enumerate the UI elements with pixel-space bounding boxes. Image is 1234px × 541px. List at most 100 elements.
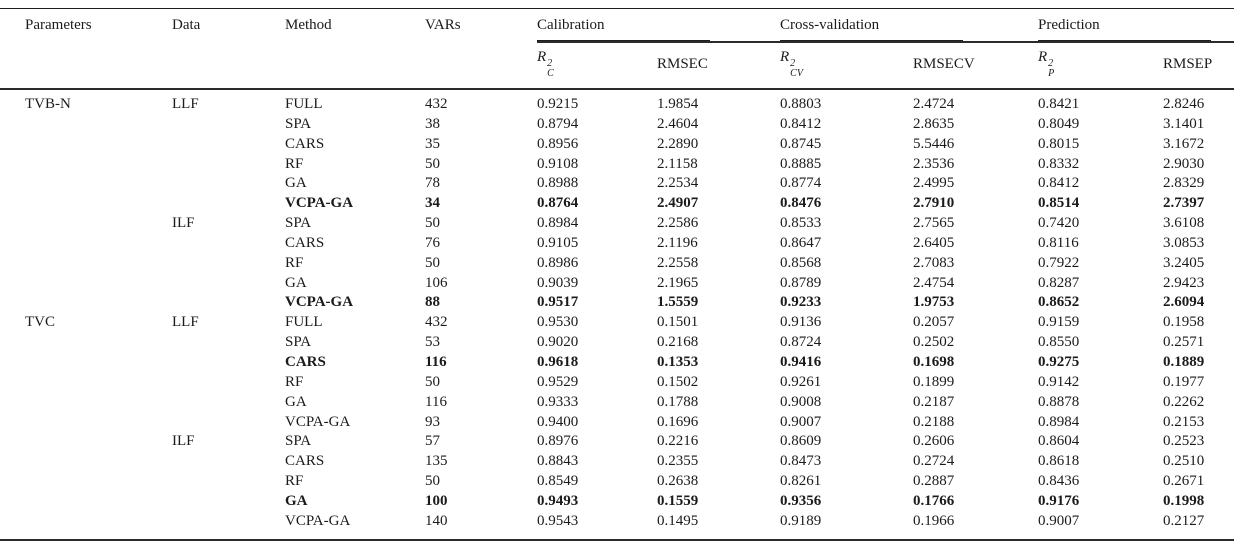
cell-vars: 38 bbox=[425, 115, 440, 132]
cell-r2p: 0.8878 bbox=[1038, 393, 1080, 410]
cell-r2cv: 0.8476 bbox=[780, 195, 822, 212]
cell-r2cv: 0.9356 bbox=[780, 492, 822, 509]
r-squared-notation: R 2 CV bbox=[780, 49, 803, 79]
cell-parameters bbox=[0, 452, 172, 472]
results-table-container: Parameters Data Method VARs Calibration … bbox=[0, 8, 1234, 541]
cell-r2cv: 0.8412 bbox=[780, 115, 822, 132]
cell-vars: 100 bbox=[425, 492, 448, 509]
cell-rmsec: 0.2168 bbox=[657, 334, 699, 351]
cell-rmsecv: 2.4724 bbox=[913, 96, 955, 112]
cell-rmsep: 2.6094 bbox=[1163, 294, 1205, 311]
cell-data: ILF bbox=[172, 433, 195, 450]
table-body: TVB-N LLF FULL 432 0.9215 1.9854 0.8803 2.4724 0… bbox=[0, 89, 1234, 540]
cell-parameters bbox=[0, 432, 172, 452]
table-row: CARS 135 0.8843 0.2355 0.8473 0.2724 0.8618 0.2… bbox=[0, 452, 1234, 472]
cell-parameters bbox=[0, 512, 172, 540]
cell-data bbox=[172, 194, 285, 214]
cell-data bbox=[172, 452, 285, 472]
cell-r2cv: 0.9136 bbox=[780, 314, 822, 331]
cell-vars: 35 bbox=[425, 135, 440, 152]
cell-data bbox=[172, 234, 285, 254]
cell-r2cv: 0.8473 bbox=[780, 453, 822, 470]
cell-r2c: 0.8984 bbox=[537, 215, 579, 232]
cell-rmsep: 0.1977 bbox=[1163, 373, 1205, 390]
cell-r2p: 0.9142 bbox=[1038, 373, 1080, 390]
cell-r2cv: 0.8724 bbox=[780, 334, 822, 351]
cell-vars: 106 bbox=[425, 274, 448, 291]
cell-rmsep: 0.2510 bbox=[1163, 453, 1205, 470]
cell-rmsecv: 0.2502 bbox=[913, 334, 955, 351]
cell-rmsep: 2.7397 bbox=[1163, 195, 1205, 212]
cell-rmsep: 2.8246 bbox=[1163, 96, 1205, 112]
cell-rmsep: 0.2262 bbox=[1163, 393, 1205, 410]
table-row: VCPA-GA 93 0.9400 0.1696 0.9007 0.2188 0.8984 0… bbox=[0, 413, 1234, 433]
cell-data bbox=[172, 115, 285, 135]
cell-r2cv: 0.9416 bbox=[780, 353, 822, 370]
cell-data bbox=[172, 472, 285, 492]
cell-rmsep: 3.1401 bbox=[1163, 115, 1205, 132]
cell-parameters bbox=[0, 194, 172, 214]
cell-rmsec: 0.1495 bbox=[657, 512, 699, 529]
cell-rmsec: 0.1353 bbox=[657, 353, 699, 370]
table-row: CARS 76 0.9105 2.1196 0.8647 2.6405 0.8116 3.08… bbox=[0, 234, 1234, 254]
group-label: Calibration bbox=[537, 17, 710, 41]
group-label: Prediction bbox=[1038, 17, 1211, 41]
cell-r2c: 0.8986 bbox=[537, 254, 579, 271]
cell-r2p: 0.9007 bbox=[1038, 512, 1080, 529]
cell-r2p: 0.7922 bbox=[1038, 254, 1080, 271]
cell-method: RF bbox=[285, 155, 304, 172]
col-header-method: Method bbox=[285, 8, 425, 90]
cell-parameters bbox=[0, 274, 172, 294]
cell-vars: 53 bbox=[425, 334, 440, 351]
header-row-groups: Parameters Data Method VARs Calibration … bbox=[0, 8, 1234, 90]
cell-data bbox=[172, 393, 285, 413]
cell-r2p: 0.8049 bbox=[1038, 115, 1080, 132]
cell-r2cv: 0.8885 bbox=[780, 155, 822, 172]
cell-r2c: 0.9333 bbox=[537, 393, 579, 410]
table-row: ILF SPA 50 0.8984 2.2586 0.8533 2.7565 0.7420 3.… bbox=[0, 214, 1234, 234]
table-row: GA 106 0.9039 2.1965 0.8789 2.4754 0.8287 2.942… bbox=[0, 274, 1234, 294]
cell-data: ILF bbox=[172, 215, 195, 232]
table-row: GA 78 0.8988 2.2534 0.8774 2.4995 0.8412 2.8329 bbox=[0, 174, 1234, 194]
cell-r2p: 0.8652 bbox=[1038, 294, 1080, 311]
cell-data bbox=[172, 333, 285, 353]
cell-data bbox=[172, 293, 285, 313]
cell-rmsec: 2.1158 bbox=[657, 155, 698, 172]
table-row: VCPA-GA 34 0.8764 2.4907 0.8476 2.7910 0.8514 2… bbox=[0, 194, 1234, 214]
cell-parameters bbox=[0, 393, 172, 413]
col-header-data: Data bbox=[172, 8, 285, 90]
table-row: RF 50 0.9529 0.1502 0.9261 0.1899 0.9142 0.1977 bbox=[0, 373, 1234, 393]
col-header-vars: VARs bbox=[425, 8, 537, 90]
cell-method: RF bbox=[285, 373, 304, 390]
cell-method: SPA bbox=[285, 115, 312, 132]
cell-rmsec: 2.1196 bbox=[657, 234, 698, 251]
cell-rmsep: 3.6108 bbox=[1163, 215, 1205, 232]
table-row: SPA 53 0.9020 0.2168 0.8724 0.2502 0.8550 0.257… bbox=[0, 333, 1234, 353]
cell-method: GA bbox=[285, 175, 307, 192]
cell-parameters bbox=[0, 254, 172, 274]
cell-r2p: 0.8421 bbox=[1038, 96, 1080, 112]
cell-rmsec: 2.2890 bbox=[657, 135, 699, 152]
cell-method: SPA bbox=[285, 433, 312, 450]
cell-method: RF bbox=[285, 473, 304, 490]
cell-parameters: TVC bbox=[25, 314, 55, 331]
cell-rmsecv: 0.2606 bbox=[913, 433, 955, 450]
cell-r2cv: 0.8774 bbox=[780, 175, 822, 192]
cell-r2c: 0.9108 bbox=[537, 155, 579, 172]
cell-rmsec: 0.2216 bbox=[657, 433, 699, 450]
cell-parameters bbox=[0, 234, 172, 254]
cell-rmsec: 2.2534 bbox=[657, 175, 699, 192]
cell-r2c: 0.8794 bbox=[537, 115, 579, 132]
table-row: RF 50 0.8986 2.2558 0.8568 2.7083 0.7922 3.2405 bbox=[0, 254, 1234, 274]
table-row: CARS 35 0.8956 2.2890 0.8745 5.5446 0.8015 3.16… bbox=[0, 135, 1234, 155]
cell-r2c: 0.8976 bbox=[537, 433, 579, 450]
cell-rmsec: 1.9854 bbox=[657, 96, 699, 112]
cell-rmsecv: 0.1766 bbox=[913, 492, 955, 509]
cell-parameters bbox=[0, 353, 172, 373]
cell-rmsecv: 2.4995 bbox=[913, 175, 955, 192]
cell-data bbox=[172, 274, 285, 294]
cell-r2cv: 0.8647 bbox=[780, 234, 822, 251]
